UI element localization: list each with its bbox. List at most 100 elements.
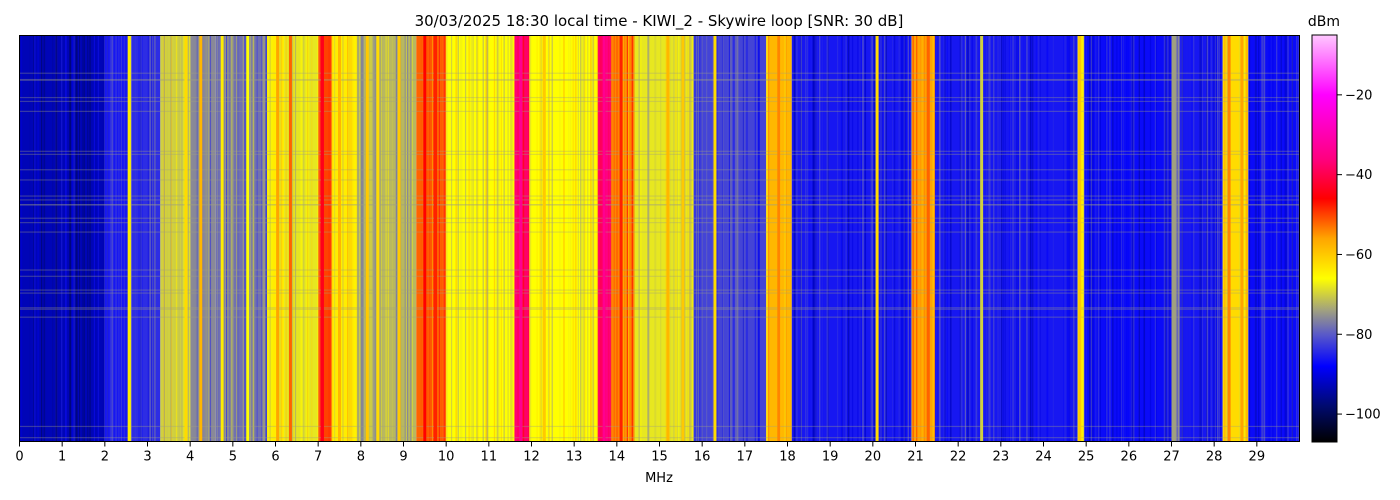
texture-line xyxy=(784,35,787,442)
texture-line xyxy=(1246,35,1248,442)
texture-line xyxy=(522,35,524,442)
row-streak xyxy=(19,72,1300,74)
texture-line xyxy=(1095,35,1097,442)
texture-line xyxy=(1179,35,1181,442)
texture-line xyxy=(1245,35,1247,442)
texture-line xyxy=(318,35,320,442)
texture-line xyxy=(1201,35,1204,442)
texture-line xyxy=(61,35,63,442)
texture-line xyxy=(800,35,802,442)
texture-line xyxy=(443,35,445,442)
texture-line xyxy=(33,35,35,442)
texture-line xyxy=(946,35,948,442)
texture-line xyxy=(932,35,934,442)
x-tick-label: 29 xyxy=(1249,450,1266,465)
x-tick-label: 22 xyxy=(950,450,967,465)
texture-line xyxy=(1130,35,1132,442)
texture-line xyxy=(912,35,915,442)
texture-line xyxy=(1164,35,1166,442)
carrier-11 xyxy=(397,35,401,442)
texture-line xyxy=(281,35,283,442)
row-streak xyxy=(19,275,1300,277)
texture-line xyxy=(471,35,473,442)
texture-line xyxy=(920,35,922,442)
texture-line xyxy=(870,35,872,442)
texture-line xyxy=(1254,35,1256,442)
texture-line xyxy=(175,35,177,442)
texture-line xyxy=(495,35,497,442)
texture-line xyxy=(503,35,505,442)
texture-line xyxy=(885,35,887,442)
texture-line xyxy=(370,35,372,442)
row-streak xyxy=(19,231,1300,233)
texture-line xyxy=(1025,35,1028,442)
row-streak xyxy=(19,204,1300,206)
texture-line xyxy=(572,35,574,442)
texture-line xyxy=(1008,35,1011,442)
texture-line xyxy=(939,35,941,442)
texture-line xyxy=(237,35,239,442)
texture-line xyxy=(1132,35,1134,442)
carrier-8 xyxy=(338,35,341,442)
texture-line xyxy=(385,35,387,442)
texture-line xyxy=(640,35,642,442)
texture-line xyxy=(1090,35,1093,442)
texture-line xyxy=(592,35,594,442)
texture-line xyxy=(1218,35,1220,442)
texture-line xyxy=(944,35,946,442)
texture-line xyxy=(793,35,795,442)
texture-line xyxy=(796,35,798,442)
texture-line xyxy=(1285,35,1287,442)
texture-line xyxy=(357,35,359,442)
texture-line xyxy=(694,35,696,442)
texture-line xyxy=(1239,35,1241,442)
texture-line xyxy=(407,35,409,442)
texture-line xyxy=(600,35,602,442)
texture-line xyxy=(1109,35,1111,442)
texture-line xyxy=(1066,35,1068,442)
texture-line xyxy=(669,35,672,442)
texture-line xyxy=(1249,35,1251,442)
colorbar-axis: −20 −40 −60 −80 −100 xyxy=(1337,88,1381,423)
texture-line xyxy=(20,35,22,442)
texture-line xyxy=(304,35,306,442)
texture-line xyxy=(998,35,1000,442)
texture-line xyxy=(742,35,745,442)
texture-line xyxy=(880,35,882,442)
texture-line xyxy=(925,35,927,442)
texture-line xyxy=(993,35,995,442)
texture-line xyxy=(1099,35,1101,442)
texture-line xyxy=(570,35,572,442)
texture-line xyxy=(1086,35,1088,442)
texture-line xyxy=(242,35,244,442)
texture-line xyxy=(837,35,839,442)
texture-line xyxy=(405,35,407,442)
texture-line xyxy=(935,35,937,442)
texture-line xyxy=(722,35,724,442)
texture-line xyxy=(52,35,54,442)
texture-line xyxy=(330,35,332,442)
row-streak xyxy=(19,96,1300,99)
texture-line xyxy=(561,35,563,442)
texture-line xyxy=(256,35,258,442)
x-tick-label: 18 xyxy=(779,450,796,465)
texture-line xyxy=(89,35,91,442)
texture-line xyxy=(420,35,422,442)
row-streak xyxy=(19,222,1300,224)
band-21 xyxy=(791,35,912,442)
texture-line xyxy=(81,35,84,442)
carrier-23 xyxy=(926,35,930,442)
texture-line xyxy=(1025,35,1027,442)
carrier-3 xyxy=(220,35,224,442)
texture-line xyxy=(110,35,112,442)
texture-line xyxy=(487,35,489,442)
texture-line xyxy=(908,35,910,442)
texture-line xyxy=(680,35,682,442)
texture-line xyxy=(1219,35,1221,442)
texture-line xyxy=(1188,35,1190,442)
carrier-25 xyxy=(1078,35,1082,442)
texture-line xyxy=(1296,35,1298,442)
texture-line xyxy=(1052,35,1054,442)
texture-line xyxy=(735,35,738,442)
texture-line xyxy=(150,35,153,442)
